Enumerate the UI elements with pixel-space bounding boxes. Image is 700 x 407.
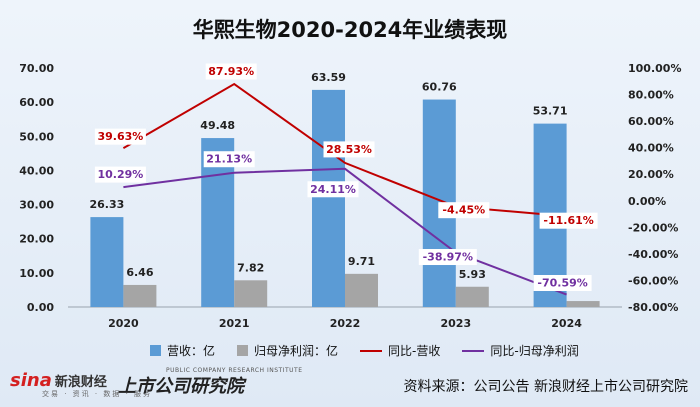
right-axis-tick: 20.00% (628, 168, 674, 181)
line-label-revenue-yoy: 39.63% (97, 130, 143, 143)
right-axis-tick: 0.00% (628, 195, 666, 208)
legend: 营收：亿 归母净利润：亿 同比-营收 同比-归母净利润 (150, 342, 579, 359)
line-label-net-profit-yoy: -38.97% (423, 251, 473, 264)
right-axis-tick: 100.00% (628, 62, 681, 75)
x-axis-tick: 2022 (330, 317, 361, 330)
bar-label-revenue: 49.48 (200, 119, 235, 132)
line-label-revenue-yoy: 28.53% (326, 143, 372, 156)
line-label-bg (307, 181, 359, 198)
line-label-net-profit-yoy: 24.11% (310, 183, 356, 196)
chart-title: 华熙生物2020-2024年业绩表现 (192, 18, 508, 42)
legend-item-net-profit-yoy: 同比-归母净利润 (462, 342, 579, 359)
line-label-revenue-yoy: -11.61% (543, 214, 593, 227)
sina-logo-text: sina (10, 370, 52, 391)
left-axis-tick: 30.00 (19, 199, 54, 212)
legend-label-revenue: 营收：亿 (167, 344, 216, 358)
line-label-bg (438, 202, 490, 219)
legend-swatch-revenue-yoy (360, 349, 383, 352)
institute-logo-en: PUBLIC COMPANY RESEARCH INSTITUTE (166, 367, 303, 374)
line-label-bg (94, 128, 146, 145)
bar-label-net-profit: 5.93 (459, 268, 486, 281)
x-axis-tick: 2024 (551, 317, 582, 330)
legend-item-revenue-yoy: 同比-营收 (360, 342, 440, 359)
bar-net-profit (123, 284, 157, 307)
right-axis-tick: -80.00% (628, 301, 678, 314)
bar-label-revenue: 60.76 (422, 81, 457, 94)
line-label-bg (94, 166, 146, 183)
line-label-bg (533, 275, 592, 292)
bar-label-revenue: 63.59 (311, 71, 346, 84)
x-axis-tick: 2023 (440, 317, 471, 330)
legend-label-revenue-yoy: 同比-营收 (388, 344, 441, 358)
left-axis-tick: 40.00 (19, 164, 54, 177)
x-axis-tick: 2020 (108, 317, 139, 330)
right-axis-tick: -40.00% (628, 248, 678, 261)
bar-revenue (312, 89, 345, 307)
left-axis-tick: 70.00 (19, 62, 54, 75)
bar-label-net-profit: 6.46 (126, 266, 153, 279)
legend-item-net-profit: 归母净利润：亿 (237, 342, 338, 359)
line-label-revenue-yoy: -4.45% (442, 204, 485, 217)
bar-net-profit (234, 280, 268, 307)
bar-net-profit (566, 301, 600, 307)
legend-item-revenue: 营收：亿 (150, 342, 215, 359)
line-label-revenue-yoy: 87.93% (208, 65, 254, 78)
line-label-bg (539, 212, 598, 229)
line-net-profit-yoy (123, 167, 567, 296)
legend-label-net-profit-yoy: 同比-归母净利润 (490, 344, 579, 358)
bar-net-profit (455, 286, 489, 307)
legend-swatch-net-profit-yoy (462, 349, 485, 352)
line-label-bg (203, 151, 255, 168)
bar-net-profit (345, 273, 378, 307)
line-label-net-profit-yoy: 21.13% (206, 153, 252, 166)
right-axis-tick: -20.00% (628, 221, 678, 234)
bar-label-revenue: 53.71 (533, 105, 568, 118)
institute-logo: 上市公司研究院 PUBLIC COMPANY RESEARCH INSTITUT… (118, 367, 302, 398)
sina-logo-cn: 新浪财经 (54, 375, 107, 390)
source-note: 资料来源：公司公告 新浪财经上市公司研究院 (403, 379, 688, 395)
right-axis-tick: 60.00% (628, 115, 674, 128)
right-axis-tick: 80.00% (628, 89, 674, 102)
bar-label-revenue: 26.33 (90, 198, 125, 211)
legend-swatch-net-profit (237, 345, 249, 356)
left-axis-tick: 10.00 (19, 267, 54, 280)
line-label-net-profit-yoy: 10.29% (97, 168, 143, 181)
left-axis-tick: 50.00 (19, 130, 54, 143)
line-label-net-profit-yoy: -70.59% (537, 277, 587, 290)
legend-label-net-profit: 归母净利润：亿 (254, 344, 339, 358)
bar-label-net-profit: 9.71 (348, 255, 375, 268)
line-label-bg (323, 141, 375, 158)
footer: sina 新浪财经 交易 · 资讯 · 数据 · 服务 上市公司研究院 PUBLI… (0, 366, 700, 407)
bar-label-net-profit: 7.82 (237, 261, 264, 274)
sina-logo-tag: 交易 · 资讯 · 数据 · 服务 (42, 390, 153, 398)
institute-logo-text: 上市公司研究院 (118, 376, 244, 397)
line-label-bg (205, 63, 257, 80)
right-axis-tick: -60.00% (628, 274, 678, 287)
left-axis-tick: 0.00 (27, 301, 54, 314)
left-axis-tick: 20.00 (19, 233, 54, 246)
sina-finance-logo: sina 新浪财经 交易 · 资讯 · 数据 · 服务 (10, 370, 152, 399)
left-axis-tick: 60.00 (19, 96, 54, 109)
x-axis-tick: 2021 (219, 317, 250, 330)
line-label-bg (418, 249, 477, 266)
line-revenue-yoy (122, 82, 567, 218)
legend-swatch-revenue (150, 345, 161, 356)
right-axis-tick: 40.00% (628, 142, 674, 155)
bar-revenue (90, 217, 124, 307)
